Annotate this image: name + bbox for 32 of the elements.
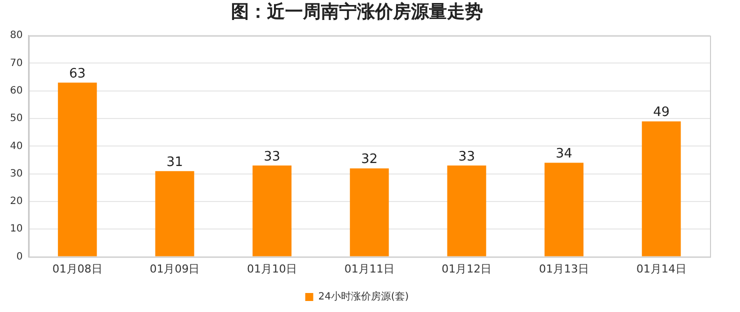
y-tick-label: 0: [16, 251, 23, 262]
data-label: 32: [361, 152, 378, 168]
x-tick-label: 01月13日: [539, 262, 590, 276]
bar: [447, 166, 486, 256]
data-label: 31: [166, 154, 183, 170]
y-tick-label: 20: [10, 196, 23, 208]
bar: [252, 166, 292, 256]
x-tick-label: 01月10日: [247, 262, 298, 276]
x-tick-label: 01月11日: [344, 262, 394, 276]
x-tick-label: 01月14日: [636, 262, 686, 276]
bar: [642, 121, 681, 256]
bar: [58, 82, 97, 256]
legend-label: 24小时涨价房源(套): [318, 290, 409, 303]
data-label: 34: [556, 146, 572, 162]
bar: [350, 168, 389, 256]
x-tick-label: 01月08日: [52, 262, 102, 276]
y-tick-label: 10: [10, 224, 23, 235]
data-label: 33: [458, 149, 475, 164]
x-tick-label: 01月12日: [442, 262, 492, 276]
data-label: 33: [264, 149, 280, 164]
y-tick-label: 80: [10, 30, 23, 42]
bar: [544, 162, 584, 256]
y-tick-label: 40: [10, 140, 23, 152]
y-tick-label: 70: [10, 58, 23, 69]
data-label: 63: [69, 66, 86, 82]
y-tick-label: 50: [10, 113, 23, 124]
x-tick-label: 01月09日: [150, 262, 200, 276]
bar: [155, 171, 194, 256]
y-tick-label: 60: [10, 85, 23, 96]
chart-title: 图：近一周南宁涨价房源量走势: [231, 1, 483, 22]
data-label: 49: [653, 105, 670, 120]
y-tick-label: 30: [10, 168, 23, 180]
